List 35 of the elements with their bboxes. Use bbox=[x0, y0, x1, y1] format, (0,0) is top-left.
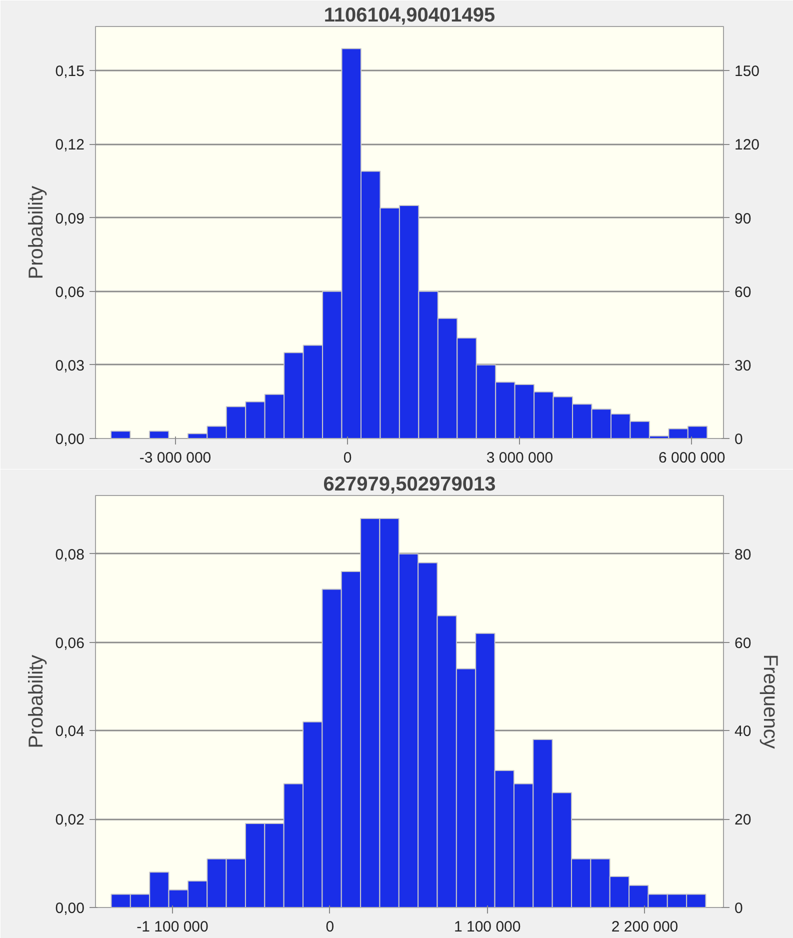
y-tick-label: 0,04 bbox=[55, 723, 85, 740]
y2-tick-label: 20 bbox=[734, 812, 752, 829]
y2-tick-label: 150 bbox=[734, 63, 760, 80]
y-axis-title: Probability bbox=[25, 186, 48, 280]
y-tick-label: 0,08 bbox=[55, 546, 85, 564]
y-tick-label: 0,09 bbox=[55, 210, 85, 228]
y-tick-label: 0,00 bbox=[55, 900, 85, 917]
x-tick-label: 6 000 000 bbox=[658, 450, 726, 466]
y2-axis-title: Frequency bbox=[759, 654, 782, 749]
y2-tick-label: 80 bbox=[734, 546, 752, 564]
chart-title: 627979,502979013 bbox=[323, 474, 496, 496]
y2-tick-label: 40 bbox=[734, 723, 752, 740]
x-tick-label: 0 bbox=[343, 450, 352, 466]
y2-tick-label: 120 bbox=[734, 136, 760, 154]
y-tick-label: 0,06 bbox=[55, 284, 85, 301]
y2-tick-label: 0 bbox=[734, 431, 743, 448]
x-tick-label: 3 000 000 bbox=[486, 450, 554, 466]
y-axis-title: Probability bbox=[25, 654, 48, 748]
y2-tick-label: 0 bbox=[734, 900, 743, 917]
y2-tick-label: 90 bbox=[734, 210, 752, 228]
y-tick-label: 0,12 bbox=[55, 136, 85, 154]
x-tick-label: 2 200 000 bbox=[611, 918, 678, 936]
y-tick-label: 0,02 bbox=[55, 812, 85, 829]
y2-tick-label: 60 bbox=[734, 284, 752, 301]
y-tick-label: 0,06 bbox=[55, 634, 85, 652]
x-tick-label: 1 100 000 bbox=[454, 918, 521, 936]
x-tick-label: -3 000 000 bbox=[139, 450, 212, 466]
y-tick-label: 0,00 bbox=[55, 431, 85, 448]
x-tick-label: 0 bbox=[326, 918, 334, 936]
y-tick-label: 0,15 bbox=[55, 63, 85, 80]
y-tick-label: 0,03 bbox=[55, 357, 85, 374]
y2-tick-label: 30 bbox=[734, 357, 752, 374]
y2-tick-label: 60 bbox=[734, 634, 752, 652]
chart-title: 1106104,90401495 bbox=[324, 4, 496, 26]
x-tick-label: -1 100 000 bbox=[136, 918, 208, 936]
